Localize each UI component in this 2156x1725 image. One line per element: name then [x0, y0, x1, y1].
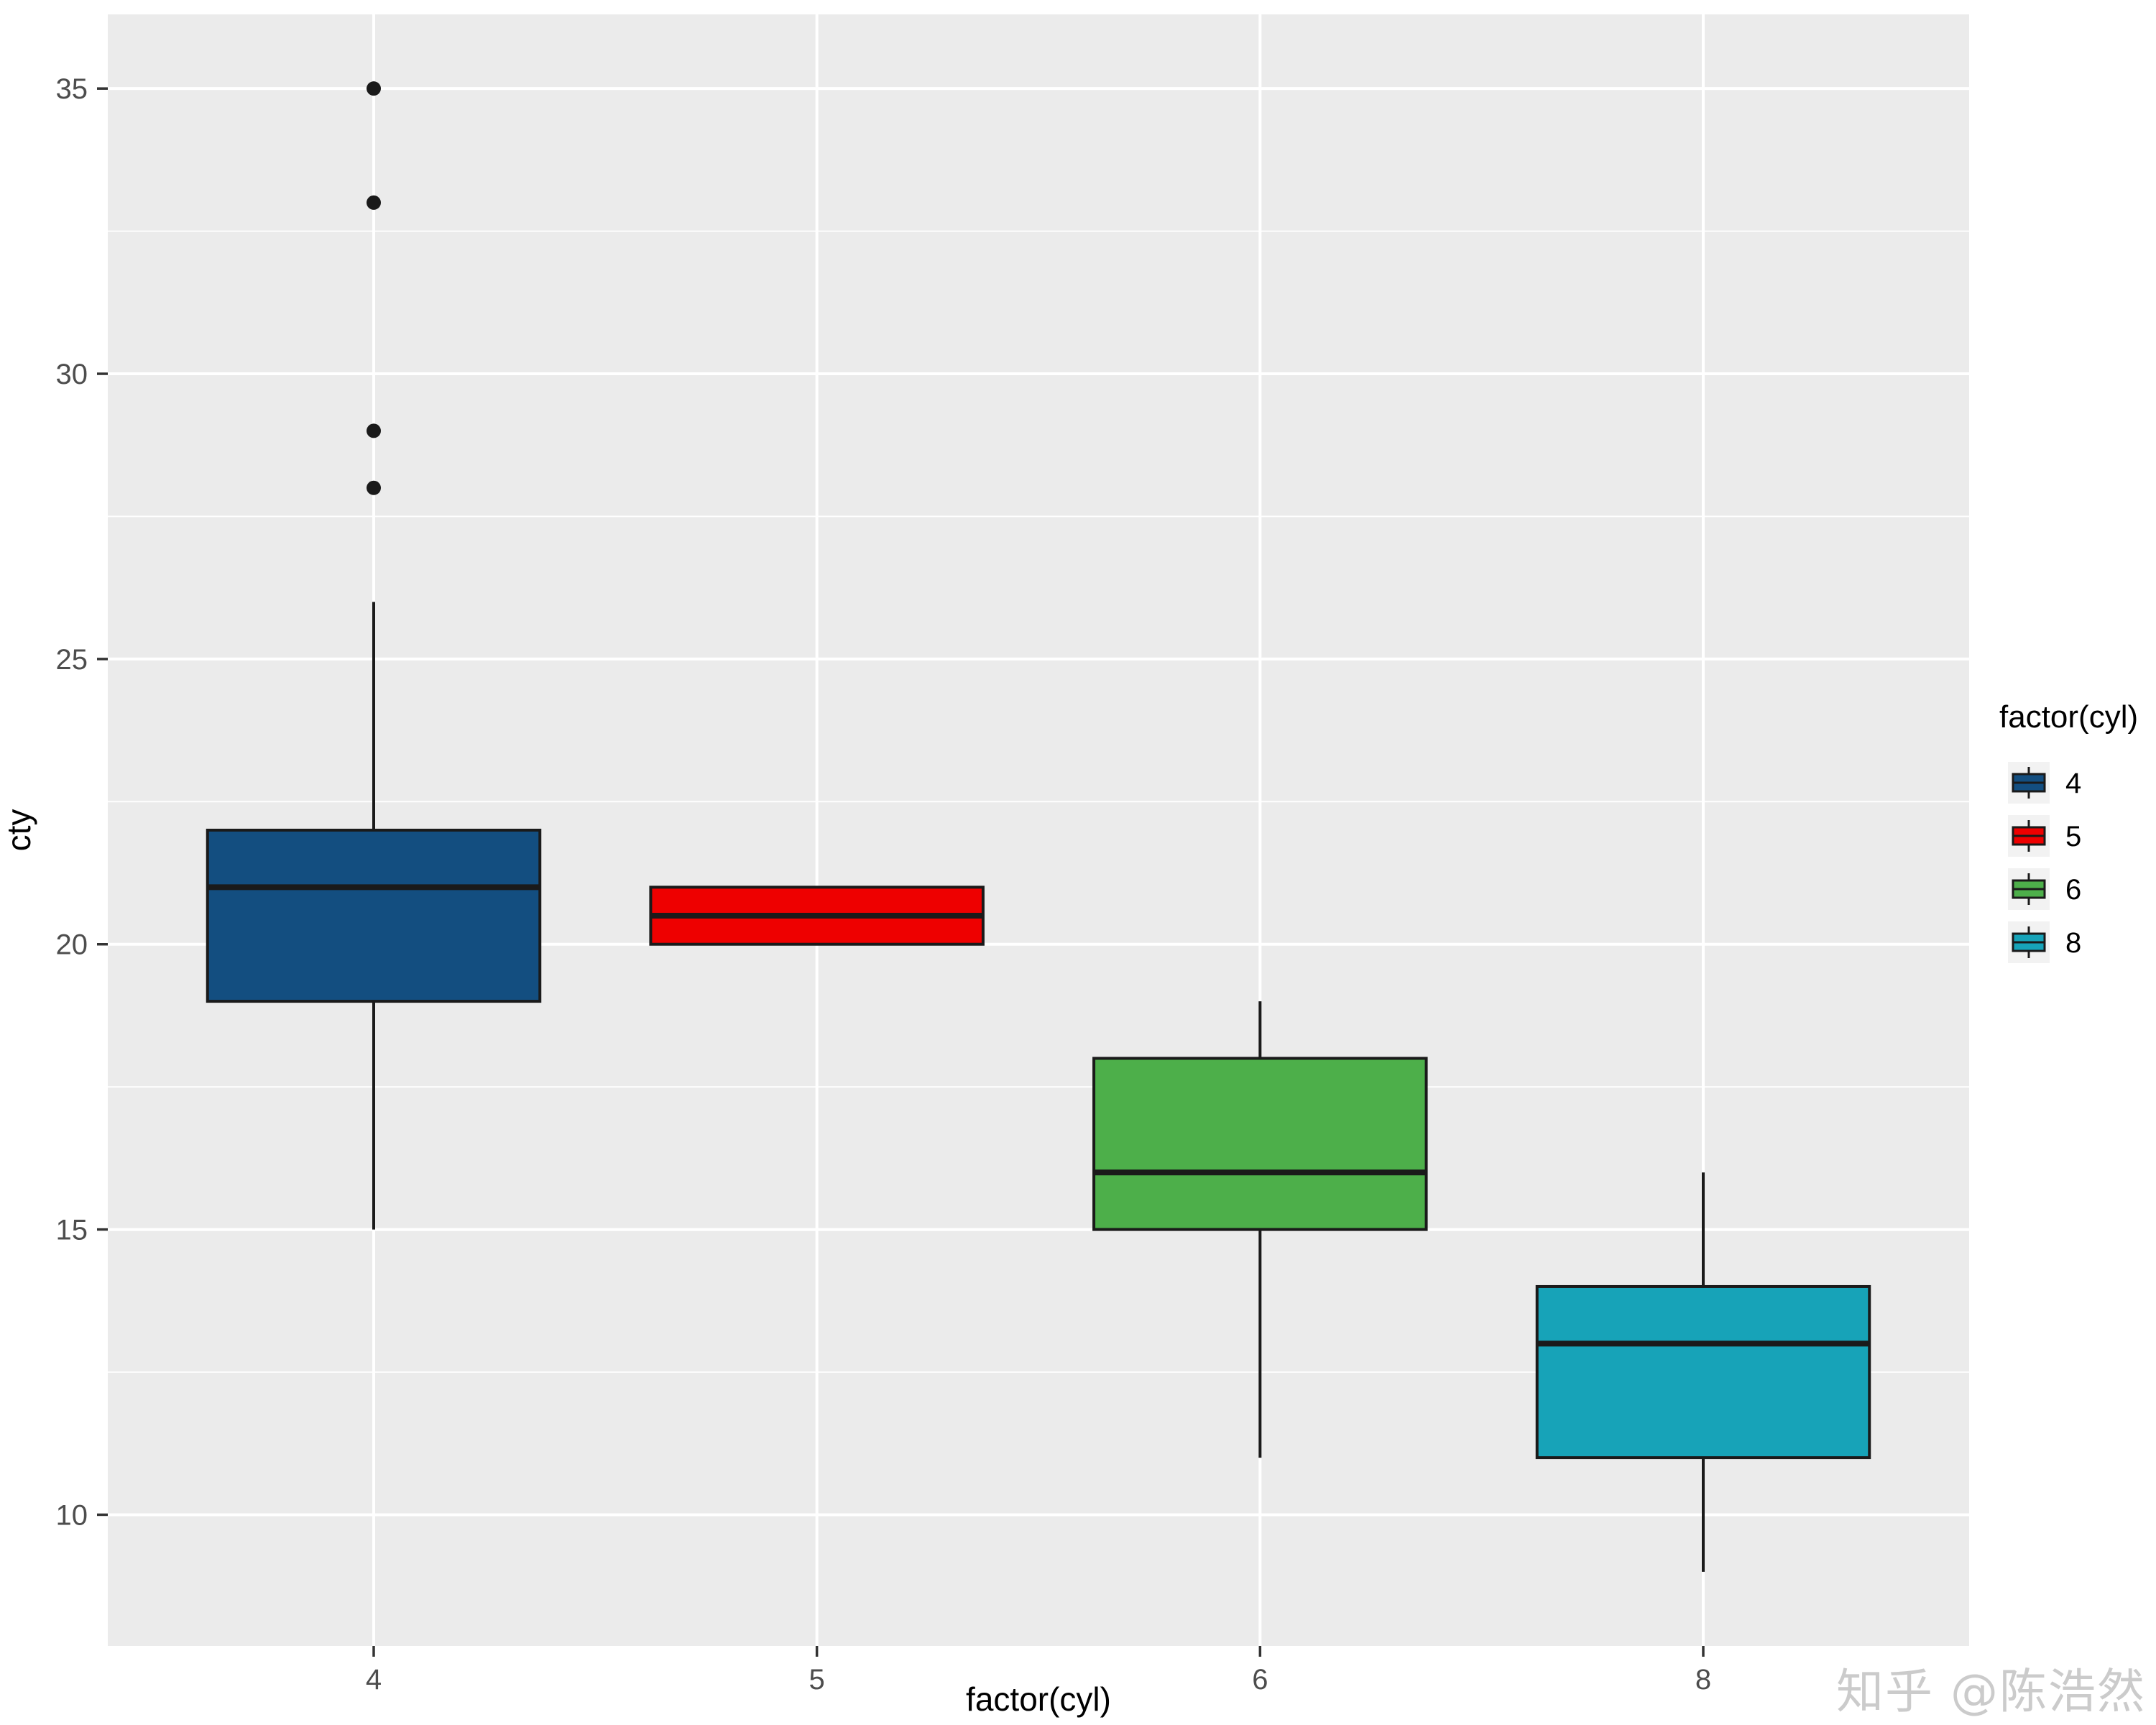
legend-label: 8	[2065, 927, 2081, 959]
y-tick-label: 35	[56, 73, 88, 105]
legend-title: factor(cyl)	[1999, 699, 2138, 735]
boxplot-cyl-8	[1535, 1172, 1871, 1572]
outlier-point	[367, 81, 381, 96]
x-tick-label: 5	[809, 1664, 825, 1696]
y-tick-label: 20	[56, 929, 88, 961]
x-tick-label: 8	[1695, 1664, 1711, 1696]
legend-key-6: 6	[2008, 868, 2081, 910]
legend: factor(cyl) 4 5 6 8	[1999, 699, 2138, 963]
box	[1535, 1284, 1871, 1460]
boxplot-cyl-4	[206, 81, 542, 1230]
boxplot-cyl-6	[1092, 1001, 1428, 1458]
y-tick-label: 30	[56, 359, 88, 390]
legend-label: 5	[2065, 821, 2081, 852]
legend-label: 4	[2065, 768, 2081, 799]
x-tick-label: 4	[366, 1664, 382, 1696]
x-axis: 4 5 6 8	[366, 1646, 1711, 1696]
y-axis-title: cty	[0, 809, 37, 852]
outlier-point	[367, 423, 381, 438]
legend-key-4: 4	[2008, 762, 2081, 804]
box	[1092, 1057, 1428, 1231]
y-tick-label: 25	[56, 644, 88, 676]
y-tick-label: 15	[56, 1215, 88, 1246]
legend-key-8: 8	[2008, 921, 2081, 963]
x-tick-label: 6	[1252, 1664, 1268, 1696]
box	[206, 829, 542, 1003]
y-axis: 10 15 20 25 30 35	[56, 73, 108, 1531]
x-axis-title: factor(cyl)	[966, 1680, 1111, 1718]
outlier-point	[367, 195, 381, 210]
y-tick-label: 10	[56, 1499, 88, 1531]
watermark: 知乎 @陈浩然	[1836, 1664, 2146, 1719]
legend-label: 6	[2065, 874, 2081, 906]
outlier-point	[367, 480, 381, 495]
legend-key-5: 5	[2008, 815, 2081, 857]
boxplot-cyl-5	[649, 886, 985, 946]
